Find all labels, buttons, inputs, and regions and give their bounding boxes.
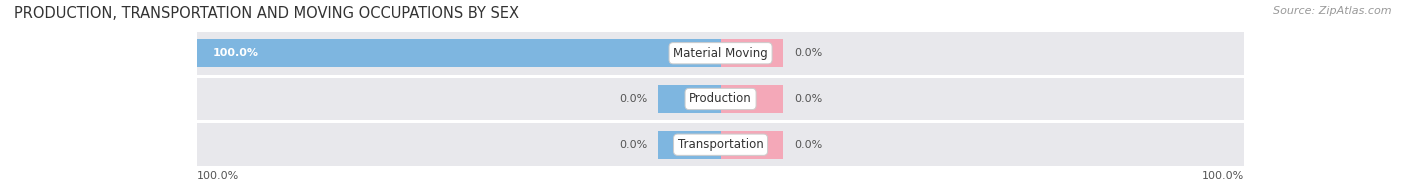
Bar [197,123,1244,166]
Text: 100.0%: 100.0% [212,48,259,58]
Bar [658,131,721,159]
Text: 100.0%: 100.0% [197,171,239,181]
Text: 0.0%: 0.0% [794,94,823,104]
Text: Source: ZipAtlas.com: Source: ZipAtlas.com [1274,6,1392,16]
Text: PRODUCTION, TRANSPORTATION AND MOVING OCCUPATIONS BY SEX: PRODUCTION, TRANSPORTATION AND MOVING OC… [14,6,519,21]
Bar [197,32,1244,74]
Bar [721,131,783,159]
Text: 100.0%: 100.0% [1202,171,1244,181]
Text: Transportation: Transportation [678,138,763,151]
Bar [721,85,783,113]
Bar [197,39,721,67]
Text: Production: Production [689,93,752,105]
Text: 0.0%: 0.0% [619,94,647,104]
Text: 0.0%: 0.0% [794,48,823,58]
Bar [721,39,783,67]
Bar [658,85,721,113]
Text: 0.0%: 0.0% [794,140,823,150]
Text: 0.0%: 0.0% [619,140,647,150]
Text: Material Moving: Material Moving [673,47,768,60]
Bar [197,78,1244,120]
